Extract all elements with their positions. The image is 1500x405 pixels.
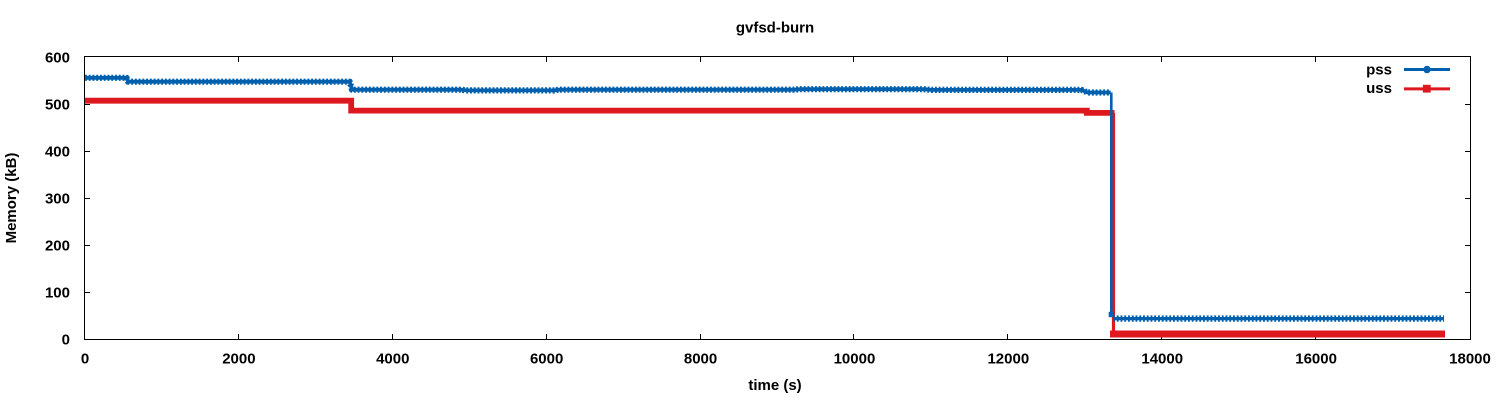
svg-text:0: 0: [81, 351, 89, 368]
svg-text:400: 400: [45, 143, 70, 160]
svg-text:time (s): time (s): [748, 377, 801, 394]
svg-text:uss: uss: [1366, 80, 1392, 97]
svg-text:12000: 12000: [987, 351, 1029, 368]
svg-text:8000: 8000: [684, 351, 717, 368]
svg-text:6000: 6000: [530, 351, 563, 368]
svg-text:18000: 18000: [1449, 351, 1491, 368]
svg-text:100: 100: [45, 284, 70, 301]
svg-text:600: 600: [45, 49, 70, 66]
svg-text:0: 0: [62, 331, 70, 348]
svg-text:2000: 2000: [222, 351, 255, 368]
svg-text:200: 200: [45, 237, 70, 254]
svg-text:10000: 10000: [834, 351, 876, 368]
svg-text:16000: 16000: [1295, 351, 1337, 368]
svg-text:300: 300: [45, 190, 70, 207]
svg-text:14000: 14000: [1141, 351, 1183, 368]
svg-text:Memory (kB): Memory (kB): [3, 153, 20, 244]
svg-text:500: 500: [45, 96, 70, 113]
svg-text:pss: pss: [1366, 62, 1392, 79]
svg-text:gvfsd-burn: gvfsd-burn: [736, 20, 814, 37]
svg-text:4000: 4000: [376, 351, 409, 368]
